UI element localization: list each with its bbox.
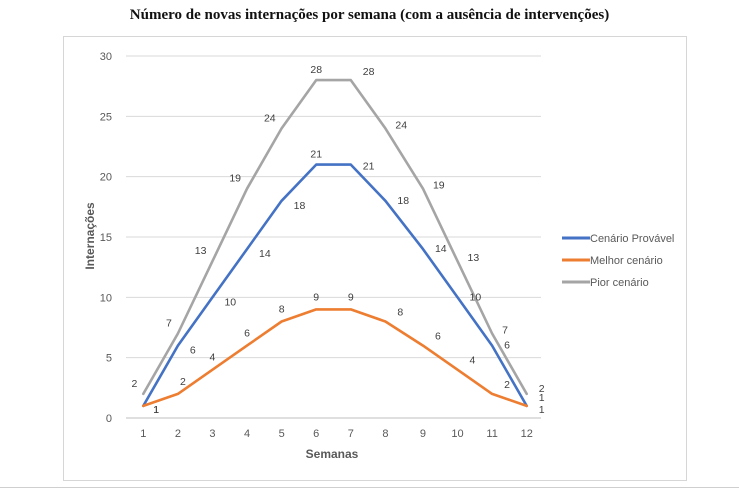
data-label: 14 xyxy=(259,248,271,260)
data-label: 1 xyxy=(153,404,159,416)
series-line xyxy=(142,78,529,396)
series-lines xyxy=(142,78,529,408)
series-line xyxy=(142,308,529,408)
y-tick-label: 15 xyxy=(100,232,112,244)
data-label: 21 xyxy=(310,149,322,161)
y-tick-label: 0 xyxy=(106,413,112,425)
data-label: 19 xyxy=(229,173,241,185)
data-label: 24 xyxy=(264,112,276,124)
y-tick-label: 10 xyxy=(100,292,112,304)
y-axis-ticks: 0 5 10 15 20 25 30 xyxy=(100,51,112,425)
x-tick-label: 1 xyxy=(140,428,146,440)
x-tick-label: 6 xyxy=(313,428,319,440)
series-line xyxy=(142,163,529,408)
data-label: 8 xyxy=(279,303,285,315)
x-tick-label: 7 xyxy=(348,428,354,440)
x-axis-title: Semanas xyxy=(306,447,359,461)
data-label: 2 xyxy=(180,376,186,388)
legend: Cenário Provável Melhor cenário Pior cenár… xyxy=(562,233,674,289)
data-label: 2 xyxy=(131,378,137,390)
data-label: 9 xyxy=(313,291,319,303)
data-label: 4 xyxy=(210,352,216,364)
legend-label: Melhor cenário xyxy=(590,255,663,267)
y-tick-label: 30 xyxy=(100,51,112,63)
data-label: 10 xyxy=(470,291,482,303)
data-label: 14 xyxy=(435,243,447,255)
x-axis-ticks: 1 2 3 4 5 6 7 8 9 10 11 12 xyxy=(140,428,533,440)
chart-frame xyxy=(63,36,687,481)
x-tick-label: 2 xyxy=(175,428,181,440)
data-label: 2 xyxy=(539,383,545,395)
x-tick-label: 11 xyxy=(486,428,497,440)
data-label: 6 xyxy=(435,331,441,343)
page-divider xyxy=(0,487,739,488)
data-label: 13 xyxy=(195,245,207,257)
legend-label: Pior cenário xyxy=(590,277,649,289)
y-tick-label: 5 xyxy=(106,353,112,365)
data-label: 2 xyxy=(504,379,510,391)
data-label: 7 xyxy=(502,325,508,337)
data-label: 19 xyxy=(433,180,445,192)
x-tick-label: 8 xyxy=(382,428,388,440)
data-label: 6 xyxy=(504,340,510,352)
x-tick-label: 3 xyxy=(209,428,215,440)
data-label: 28 xyxy=(363,66,375,78)
data-label: 9 xyxy=(348,291,354,303)
legend-label: Cenário Provável xyxy=(590,233,674,245)
x-tick-label: 4 xyxy=(244,428,250,440)
chart-title: Número de novas internações por semana (… xyxy=(129,7,610,23)
data-label: 21 xyxy=(363,161,375,173)
data-label: 24 xyxy=(395,119,407,131)
data-label: 1 xyxy=(539,404,545,416)
data-label: 18 xyxy=(397,195,409,207)
data-label: 13 xyxy=(468,252,480,264)
data-label: 7 xyxy=(166,318,172,330)
x-tick-label: 10 xyxy=(451,428,463,440)
x-tick-label: 5 xyxy=(279,428,285,440)
y-tick-label: 20 xyxy=(100,172,112,184)
data-label: 8 xyxy=(397,306,403,318)
data-label: 1 xyxy=(539,392,545,404)
y-tick-label: 25 xyxy=(100,111,112,123)
x-tick-label: 9 xyxy=(420,428,426,440)
x-tick-label: 12 xyxy=(521,428,533,440)
gridlines xyxy=(126,55,541,419)
y-axis-title: Internações xyxy=(83,202,97,270)
data-label: 10 xyxy=(224,296,236,308)
data-label: 28 xyxy=(310,64,322,76)
data-label: 18 xyxy=(294,200,306,212)
data-label: 6 xyxy=(190,345,196,357)
data-label: 4 xyxy=(470,355,476,367)
data-label: 6 xyxy=(244,328,250,340)
data-label: 1 xyxy=(153,404,159,416)
